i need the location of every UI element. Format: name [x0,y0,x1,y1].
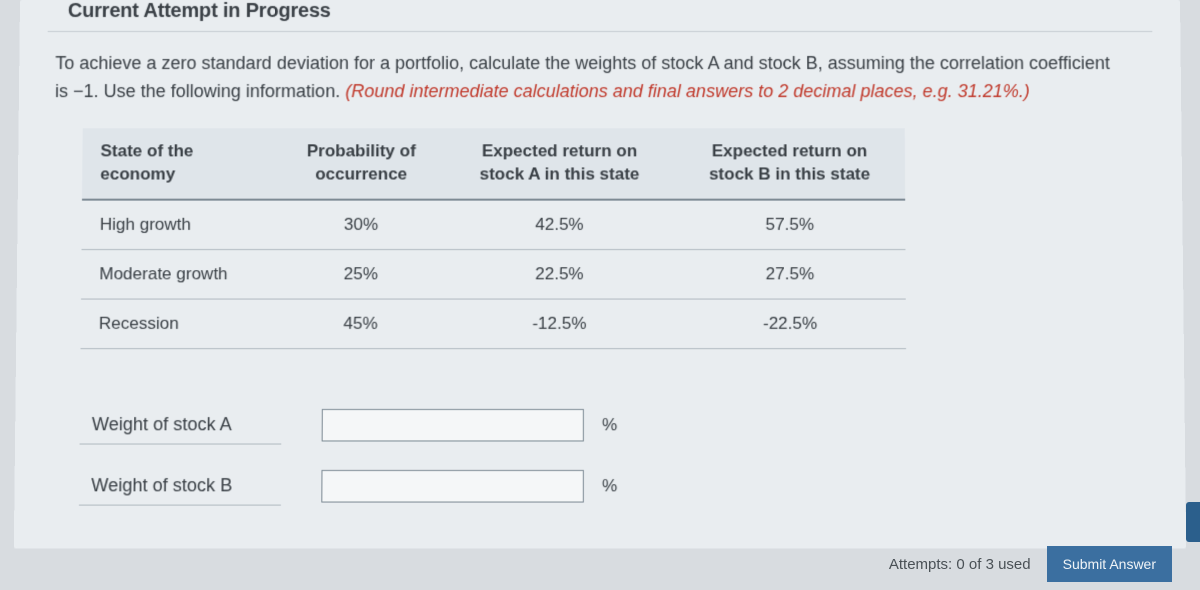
cell-retB: 27.5% [674,249,906,298]
cell-retB: -22.5% [674,299,906,349]
weightB-label: Weight of stock B [79,467,281,506]
question-text: To achieve a zero standard deviation for… [47,31,1153,110]
question-hint: (Round intermediate calculations and fin… [345,81,1030,101]
data-table: State of theeconomy Probability ofoccurr… [81,128,907,349]
col-header-prob: Probability ofoccurrence [277,128,445,199]
col-header-retA-text: Expected return onstock A in this state [480,141,640,183]
cell-retA: 42.5% [445,199,675,249]
col-header-state: State of theeconomy [82,128,278,199]
table-row: Moderate growth 25% 22.5% 27.5% [81,249,906,298]
col-header-retB: Expected return onstock B in this state [674,128,905,199]
answer-row-weightB: Weight of stock B % [79,467,1121,506]
weightA-label: Weight of stock A [80,406,282,445]
weightB-unit: % [602,476,617,496]
cell-retA: 22.5% [444,249,674,298]
col-header-retA: Expected return onstock A in this state [445,128,674,199]
cell-state: Moderate growth [81,249,277,298]
answer-row-weightA: Weight of stock A % [80,406,1121,445]
col-header-state-text: State of theeconomy [100,141,193,183]
question-line1: To achieve a zero standard deviation for… [55,53,1110,73]
cell-state: High growth [82,199,278,249]
col-header-prob-text: Probability ofoccurrence [307,141,416,183]
attempts-text: Attempts: 0 of 3 used [889,556,1031,573]
cell-prob: 45% [277,299,445,349]
section-title: Current Attempt in Progress [48,0,1153,31]
col-header-retB-text: Expected return onstock B in this state [709,141,870,183]
weightB-input[interactable] [321,470,584,503]
cell-retA: -12.5% [444,299,674,349]
submit-answer-button[interactable]: Submit Answer [1047,546,1172,582]
table-row: High growth 30% 42.5% 57.5% [82,199,906,249]
weightA-input[interactable] [322,409,584,442]
cell-prob: 30% [277,199,445,249]
cell-retB: 57.5% [674,199,905,249]
answers-block: Weight of stock A % Weight of stock B % [79,406,1121,506]
cell-state: Recession [81,299,277,349]
question-page: Current Attempt in Progress To achieve a… [14,0,1186,548]
footer: Attempts: 0 of 3 used Submit Answer [889,546,1172,582]
cell-prob: 25% [277,249,445,298]
weightA-unit: % [602,415,617,435]
question-line2a: is −1. Use the following information. [55,81,345,101]
table-row: Recession 45% -12.5% -22.5% [81,299,907,349]
side-tab-icon[interactable] [1186,502,1200,542]
